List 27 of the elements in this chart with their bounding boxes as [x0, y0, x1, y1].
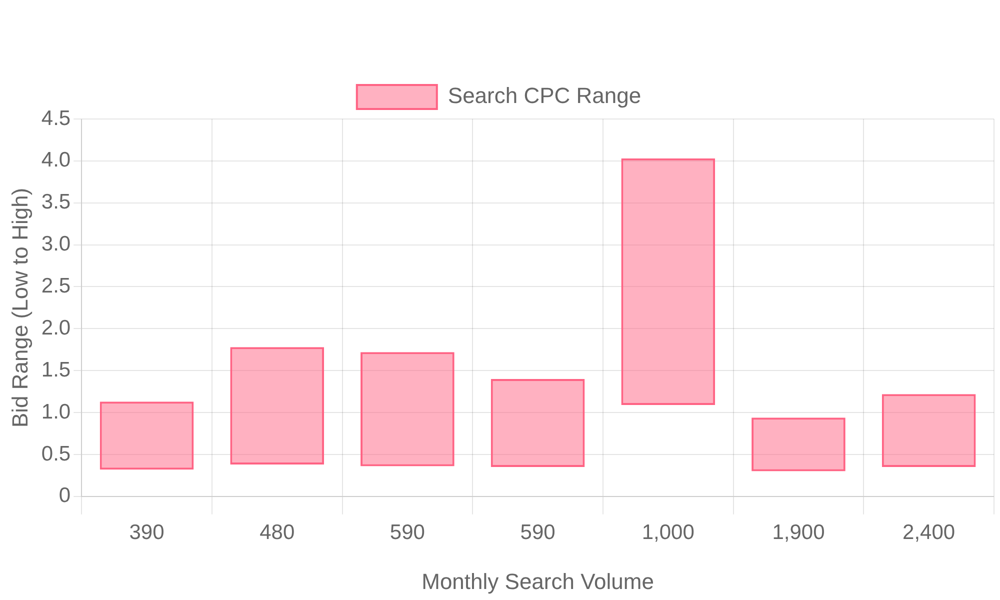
x-axis-title: Monthly Search Volume: [422, 568, 654, 594]
y-tick-label: 4.0: [41, 148, 71, 172]
x-tick-label: 480: [260, 520, 295, 544]
y-tick-label: 2.0: [41, 316, 71, 340]
y-tick-label: 0.5: [41, 442, 71, 466]
bar: [752, 418, 846, 472]
y-axis-title: Bid Range (Low to High): [7, 188, 32, 428]
x-tick-label: 1,900: [772, 520, 825, 544]
y-tick-label: 0: [58, 484, 71, 508]
bar: [882, 394, 976, 468]
y-tick-label: 3.0: [41, 232, 71, 256]
x-tick-label: 590: [390, 520, 425, 544]
y-tick-label: 4.5: [41, 106, 71, 130]
x-tick-label: 2,400: [902, 520, 956, 544]
legend-label: Search CPC Range: [448, 83, 642, 108]
bar: [490, 378, 585, 468]
bar: [621, 158, 716, 405]
y-tick-label: 3.5: [41, 190, 71, 214]
x-tick-label: 590: [520, 520, 556, 544]
y-tick-label: 1.0: [41, 400, 71, 424]
y-tick-label: 2.5: [41, 274, 71, 298]
x-tick-label: 390: [129, 520, 164, 544]
bar: [230, 347, 324, 465]
x-tick-label: 1,000: [642, 520, 694, 544]
y-tick-label: 1.5: [41, 358, 71, 382]
bar: [360, 352, 454, 466]
bar: [100, 402, 194, 470]
